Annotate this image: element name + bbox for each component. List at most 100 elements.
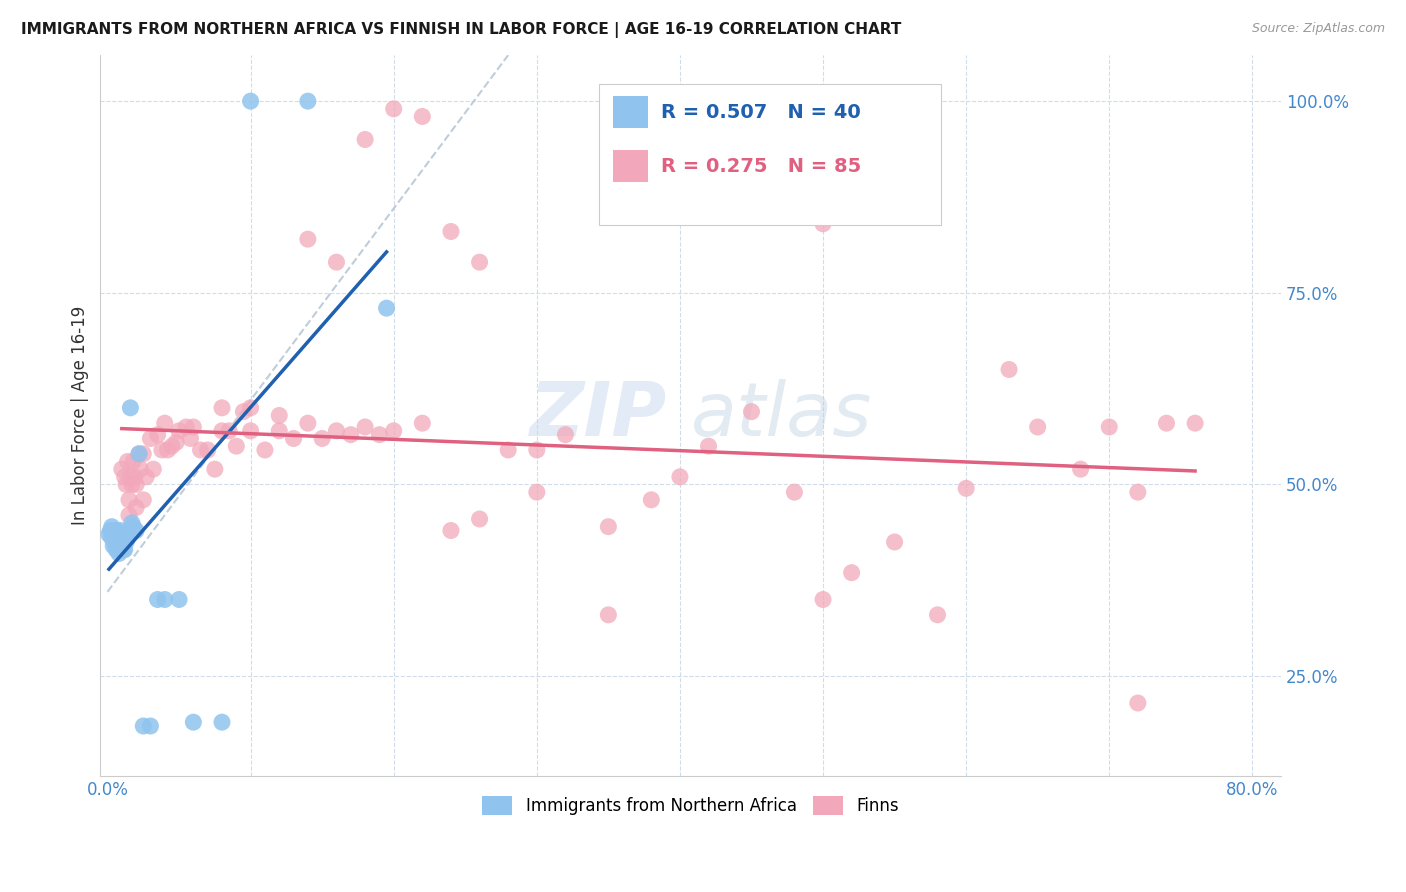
Point <box>1126 485 1149 500</box>
Point <box>183 715 205 730</box>
Point <box>153 416 176 430</box>
Point <box>139 719 162 733</box>
Point <box>468 512 491 526</box>
Point <box>108 547 131 561</box>
Point <box>112 542 135 557</box>
Point <box>111 539 134 553</box>
Point <box>118 524 141 538</box>
FancyBboxPatch shape <box>613 96 648 128</box>
Point <box>125 500 148 515</box>
Point <box>118 508 141 523</box>
Point <box>190 442 212 457</box>
Point <box>598 519 620 533</box>
Point <box>697 439 720 453</box>
Point <box>204 462 226 476</box>
Point <box>117 454 139 468</box>
Point <box>368 427 391 442</box>
Point <box>132 447 155 461</box>
Point <box>382 424 405 438</box>
Point <box>146 427 169 442</box>
Point <box>111 462 134 476</box>
Point <box>160 439 183 453</box>
Text: Source: ZipAtlas.com: Source: ZipAtlas.com <box>1251 22 1385 36</box>
Point <box>107 539 129 553</box>
Point <box>105 531 128 545</box>
Point <box>811 592 834 607</box>
Point <box>197 442 219 457</box>
Point <box>297 94 319 108</box>
Point <box>107 527 129 541</box>
Point <box>211 424 233 438</box>
Point <box>640 492 662 507</box>
Point <box>354 420 377 434</box>
Point <box>269 409 291 423</box>
Point <box>115 535 138 549</box>
Point <box>125 524 148 538</box>
Point <box>496 442 519 457</box>
Point <box>183 420 205 434</box>
FancyBboxPatch shape <box>599 84 941 225</box>
Point <box>1026 420 1049 434</box>
Point <box>156 442 179 457</box>
Point <box>105 542 128 557</box>
Text: IMMIGRANTS FROM NORTHERN AFRICA VS FINNISH IN LABOR FORCE | AGE 16-19 CORRELATIO: IMMIGRANTS FROM NORTHERN AFRICA VS FINNI… <box>21 22 901 38</box>
Point <box>167 592 190 607</box>
Point <box>375 301 398 315</box>
Text: R = 0.507   N = 40: R = 0.507 N = 40 <box>661 103 860 121</box>
Point <box>122 519 145 533</box>
Point <box>153 592 176 607</box>
Point <box>669 470 692 484</box>
Point <box>103 539 125 553</box>
Point <box>135 470 157 484</box>
Point <box>1126 696 1149 710</box>
Point <box>125 477 148 491</box>
Point <box>211 401 233 415</box>
Legend: Immigrants from Northern Africa, Finns: Immigrants from Northern Africa, Finns <box>475 789 905 822</box>
Point <box>225 439 247 453</box>
Point <box>740 404 762 418</box>
Point <box>98 524 121 538</box>
Point <box>598 607 620 622</box>
Point <box>121 477 143 491</box>
Point <box>841 566 863 580</box>
Point <box>927 607 949 622</box>
Point <box>526 485 548 500</box>
Text: ZIP: ZIP <box>530 379 666 452</box>
Point <box>128 447 150 461</box>
Point <box>311 432 333 446</box>
Point <box>97 527 120 541</box>
Point <box>783 485 806 500</box>
Point <box>325 424 347 438</box>
Point <box>129 462 152 476</box>
Point <box>339 427 361 442</box>
Point <box>101 519 124 533</box>
Point <box>239 424 262 438</box>
Point <box>139 432 162 446</box>
Point <box>283 432 305 446</box>
Point <box>1156 416 1178 430</box>
Point <box>297 232 319 246</box>
Point <box>150 442 173 457</box>
Point <box>998 362 1021 376</box>
Text: R = 0.275   N = 85: R = 0.275 N = 85 <box>661 157 862 176</box>
Point <box>955 481 977 495</box>
Text: atlas: atlas <box>690 379 872 451</box>
Point <box>165 435 187 450</box>
Point <box>105 524 128 538</box>
FancyBboxPatch shape <box>613 150 648 182</box>
Point <box>325 255 347 269</box>
Point <box>120 401 142 415</box>
Point <box>883 535 905 549</box>
Point <box>211 715 233 730</box>
Point <box>132 719 155 733</box>
Point <box>811 217 834 231</box>
Point <box>440 225 463 239</box>
Point <box>239 94 262 108</box>
Point <box>104 524 127 538</box>
Point <box>115 477 138 491</box>
Point <box>120 470 142 484</box>
Point <box>122 454 145 468</box>
Point <box>440 524 463 538</box>
Point <box>1070 462 1092 476</box>
Point <box>1098 420 1121 434</box>
